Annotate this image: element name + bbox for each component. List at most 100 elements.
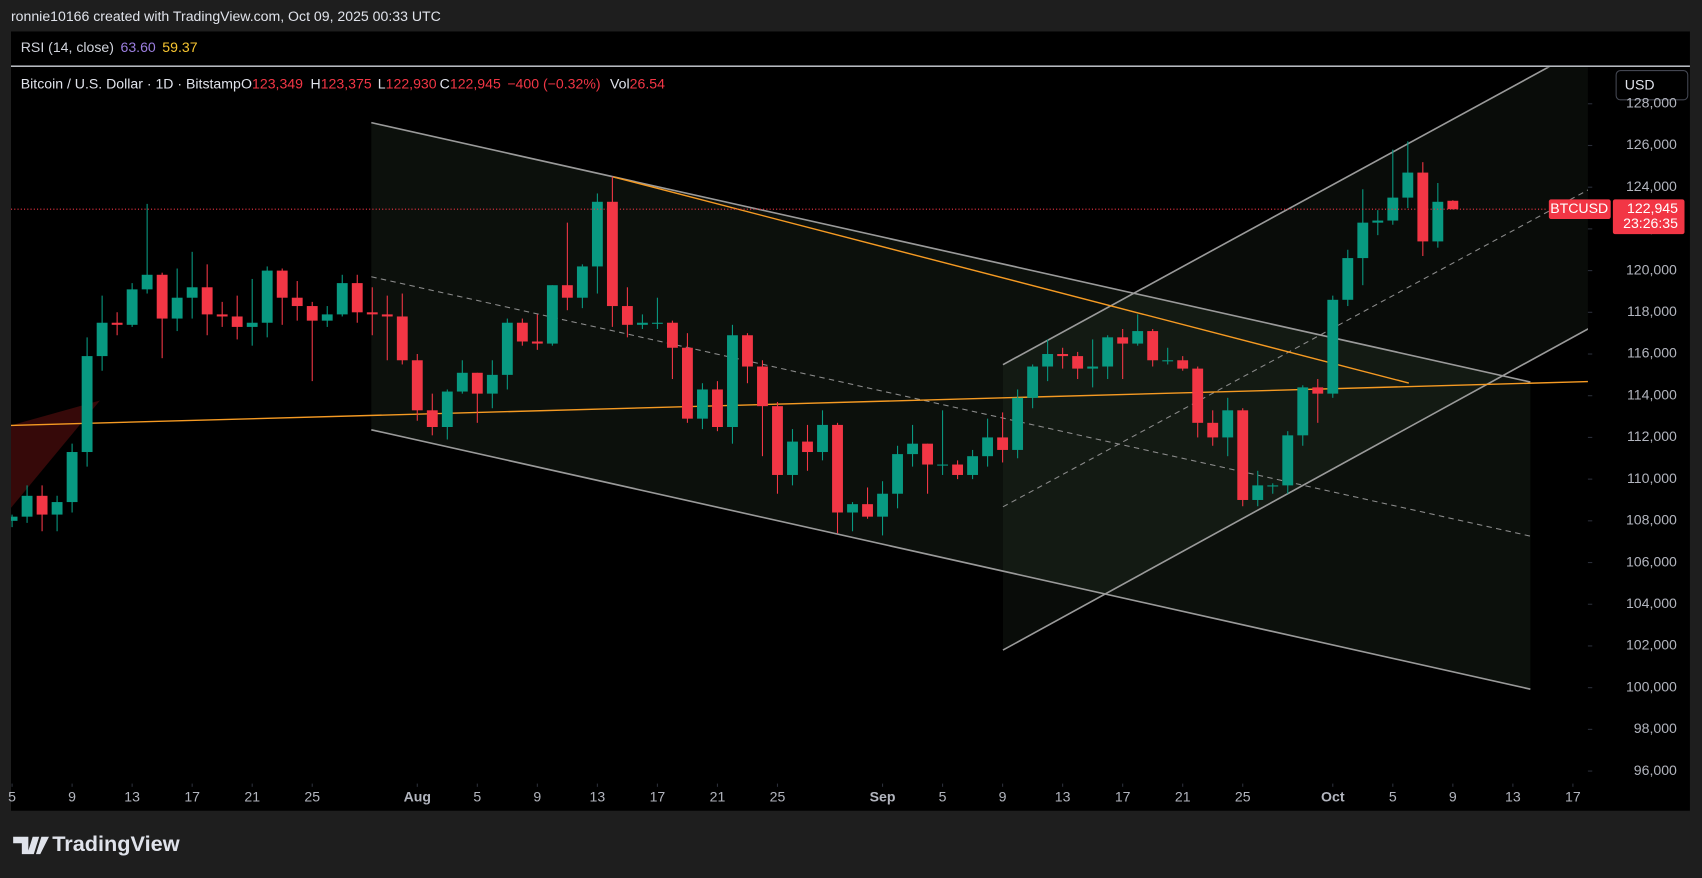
indicator-value: 63.60 [120,38,155,54]
candle-body [396,316,408,361]
candle-body [276,270,288,298]
x-tick-label: 13 [590,788,606,804]
x-tick-label: 21 [244,788,260,804]
x-tick-label: 25 [1235,788,1251,804]
candle-body [967,456,979,475]
candle-body [1267,485,1279,487]
candle-body [1447,200,1459,210]
candle-body [666,322,678,348]
candle-body [111,322,123,325]
y-tick-label: 118,000 [1627,303,1677,319]
candle-body [1402,172,1414,198]
x-tick-label: 9 [68,788,76,804]
candle-body [66,452,78,503]
candle-body [156,274,168,319]
y-tick-label: 126,000 [1626,136,1677,152]
candle-body [1372,220,1384,223]
candle-body [802,441,813,453]
candle-body [366,312,378,315]
candle-body [126,289,138,325]
channel-midline [371,276,1531,537]
candle-body [1057,354,1069,357]
candle-body [306,306,318,321]
y-tick-label: 104,000 [1626,595,1677,611]
candle-body [1357,222,1369,259]
candle-body [231,316,243,327]
candle-body [1177,360,1189,369]
candle-body [171,297,183,319]
legend-value: 26.54 [630,75,665,91]
candle-body [952,464,964,475]
candle-body [1162,360,1174,362]
candle-body [1222,410,1234,438]
candle-body [51,502,63,515]
legend-label: O [241,75,252,91]
header: ronnie10166 created with TradingView.com… [11,8,441,24]
candle-body [216,314,228,317]
candle-body [982,437,994,457]
candle-body [892,454,903,494]
legend-label: Vol [610,75,630,91]
y-tick-label: 110,000 [1627,470,1677,486]
y-tick-label: 98,000 [1634,720,1677,736]
symbol-tag-text: BTCUSD [1550,200,1608,216]
candle-body [456,372,468,392]
y-tick-label: 108,000 [1626,512,1677,528]
y-tick-label: 100,000 [1626,678,1677,694]
y-tick-label: 112,000 [1627,428,1677,444]
indicator-name: RSI (14, close) [21,38,114,54]
candle-body [1087,366,1099,369]
candle-body [1237,410,1249,500]
y-tick-label: 124,000 [1626,178,1677,194]
triangle-fill [10,400,100,508]
candle-body [501,322,513,375]
candle-body [411,360,423,411]
candle-body [351,283,363,313]
legend-value: 123,375 [321,75,372,91]
x-tick-label: 5 [473,788,481,804]
x-tick-label: 5 [1389,788,1397,804]
x-tick-label: 25 [304,788,320,804]
channel-line [371,428,1531,690]
candle-body [261,270,273,323]
brand-name: TradingView [52,831,179,856]
indicator-value: 59.37 [162,38,197,54]
symbol: Bitcoin / U.S. Dollar · 1D · Bitstamp [21,75,241,91]
symbol-tag [1548,199,1611,219]
x-tick-label: 21 [710,788,726,804]
candle-body [907,443,918,455]
candle-body [546,285,558,344]
candles [10,141,1459,536]
currency-box[interactable] [1615,70,1689,101]
candle-body [621,306,633,325]
x-tick-label: 9 [533,788,541,804]
legend-change: −400 (−0.32%) [507,75,600,91]
candle-body [757,366,768,407]
candle-body [636,322,648,325]
candle-body [937,464,948,466]
candle-body [10,516,18,521]
candle-body [606,201,618,307]
candle-body [1252,485,1264,500]
y-tick-label: 114,000 [1627,386,1677,402]
candle-body [727,335,738,427]
currency-button[interactable]: USD [1615,70,1689,101]
price-tag [1612,199,1685,235]
candle-body [1432,201,1444,242]
trend-line [613,176,1410,384]
legend-label: C [440,75,450,91]
y-tick-label: 128,000 [1626,94,1677,110]
x-tick-label: 17 [184,788,200,804]
legend-label: H [311,75,321,91]
currency[interactable]: USD [1625,76,1655,92]
candle-body [96,322,108,357]
candle-body [862,504,873,517]
candle-body [712,389,723,427]
candle-body [321,314,333,321]
candle-body [1417,172,1429,242]
legend-value: 122,945 [450,75,501,91]
x-tick-label: 25 [770,788,786,804]
legend-value: 122,930 [386,75,437,91]
candle-body [1207,422,1219,438]
